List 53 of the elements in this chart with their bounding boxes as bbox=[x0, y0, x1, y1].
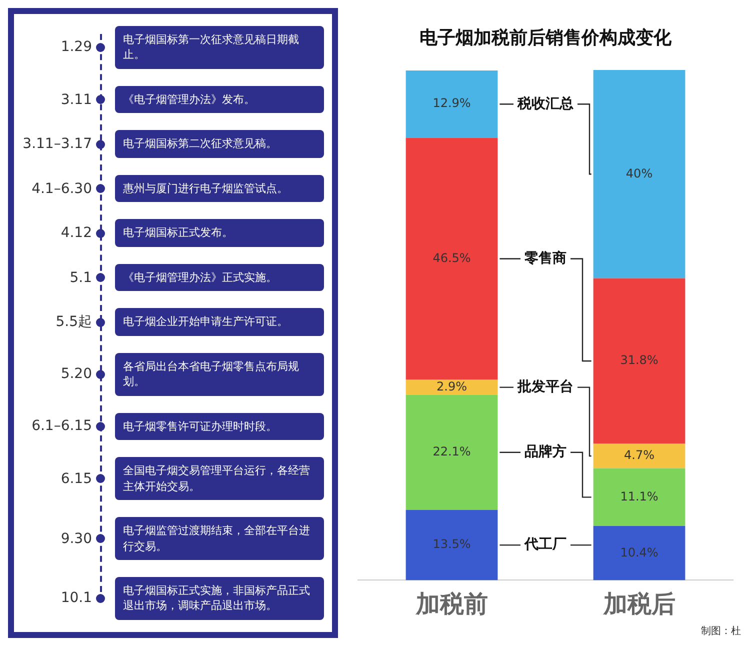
series-label: 批发平台 bbox=[516, 378, 574, 395]
category-label: 3.11 bbox=[60, 92, 92, 108]
category-label: 5.1 bbox=[68, 270, 92, 286]
text: 各省局出台本省电子烟零售点布局规划。 bbox=[115, 352, 324, 396]
text: 电子烟监管过渡期结束，全部在平台进行交易。 bbox=[115, 517, 324, 560]
text: 电子烟国标正式发布。 bbox=[115, 219, 324, 247]
text: 《电子烟管理办法》发布。 bbox=[115, 86, 324, 114]
data-label: 22.1% bbox=[432, 444, 471, 459]
text: 电子烟国标第一次征求意见稿日期截止。 bbox=[115, 26, 324, 69]
category-label: 10.1 bbox=[60, 590, 92, 606]
chart-title: 电子烟加税前后销售价构成变化 bbox=[420, 27, 672, 48]
category-label: 1.29 bbox=[60, 39, 92, 56]
data-label: 11.1% bbox=[620, 489, 658, 504]
bar bbox=[593, 70, 686, 278]
category-label: 6.15 bbox=[60, 470, 92, 487]
x-tick-label: 加税前 bbox=[414, 590, 488, 618]
text: 全国电子烟交易管理平台运行，各经营主体开始交易。 bbox=[115, 457, 324, 500]
bar bbox=[593, 468, 686, 526]
data-label: 13.5% bbox=[432, 537, 471, 552]
text: 电子烟零售许可证办理时时段。 bbox=[115, 412, 324, 440]
bar bbox=[593, 444, 686, 468]
category-label: 9.30 bbox=[60, 530, 92, 547]
data-label: 2.9% bbox=[436, 379, 467, 394]
text: 电子烟企业开始申请生产许可证。 bbox=[115, 308, 324, 336]
data-label: 12.9% bbox=[432, 96, 471, 110]
series-label: 税收汇总 bbox=[516, 94, 574, 112]
category-label: 5.5起 bbox=[54, 313, 92, 332]
bar bbox=[406, 138, 498, 380]
category-label: 4.12 bbox=[60, 225, 92, 242]
data-label: 46.5% bbox=[432, 250, 471, 265]
category-label: 5.20 bbox=[60, 366, 92, 382]
bar bbox=[406, 510, 498, 580]
text: 制图：杜 bbox=[701, 624, 741, 638]
bar bbox=[406, 394, 498, 510]
data-label: 10.4% bbox=[620, 545, 658, 560]
category-label: 6.1–6.15 bbox=[30, 418, 92, 434]
data-label: 31.8% bbox=[620, 353, 658, 368]
category-label: 4.1–6.30 bbox=[30, 180, 92, 197]
bar bbox=[406, 380, 498, 395]
category-label: 3.11–3.17 bbox=[22, 136, 92, 152]
text: 惠州与厦门进行电子烟监管试点。 bbox=[115, 174, 324, 202]
series-label: 品牌方 bbox=[524, 443, 566, 460]
bar bbox=[593, 526, 686, 580]
bar bbox=[406, 70, 498, 138]
series-label: 零售商 bbox=[524, 249, 566, 266]
series-label: 代工厂 bbox=[524, 536, 566, 553]
data-label: 40% bbox=[626, 166, 653, 180]
x-tick-label: 加税后 bbox=[602, 590, 676, 618]
data-label: 4.7% bbox=[624, 448, 654, 462]
text: 电子烟国标第二次征求意见稿。 bbox=[115, 130, 324, 158]
bar bbox=[593, 278, 686, 444]
text: 电子烟国标正式实施，非国标产品正式退出市场，调味产品退出市场。 bbox=[115, 577, 324, 620]
text: 《电子烟管理办法》正式实施。 bbox=[115, 264, 324, 292]
